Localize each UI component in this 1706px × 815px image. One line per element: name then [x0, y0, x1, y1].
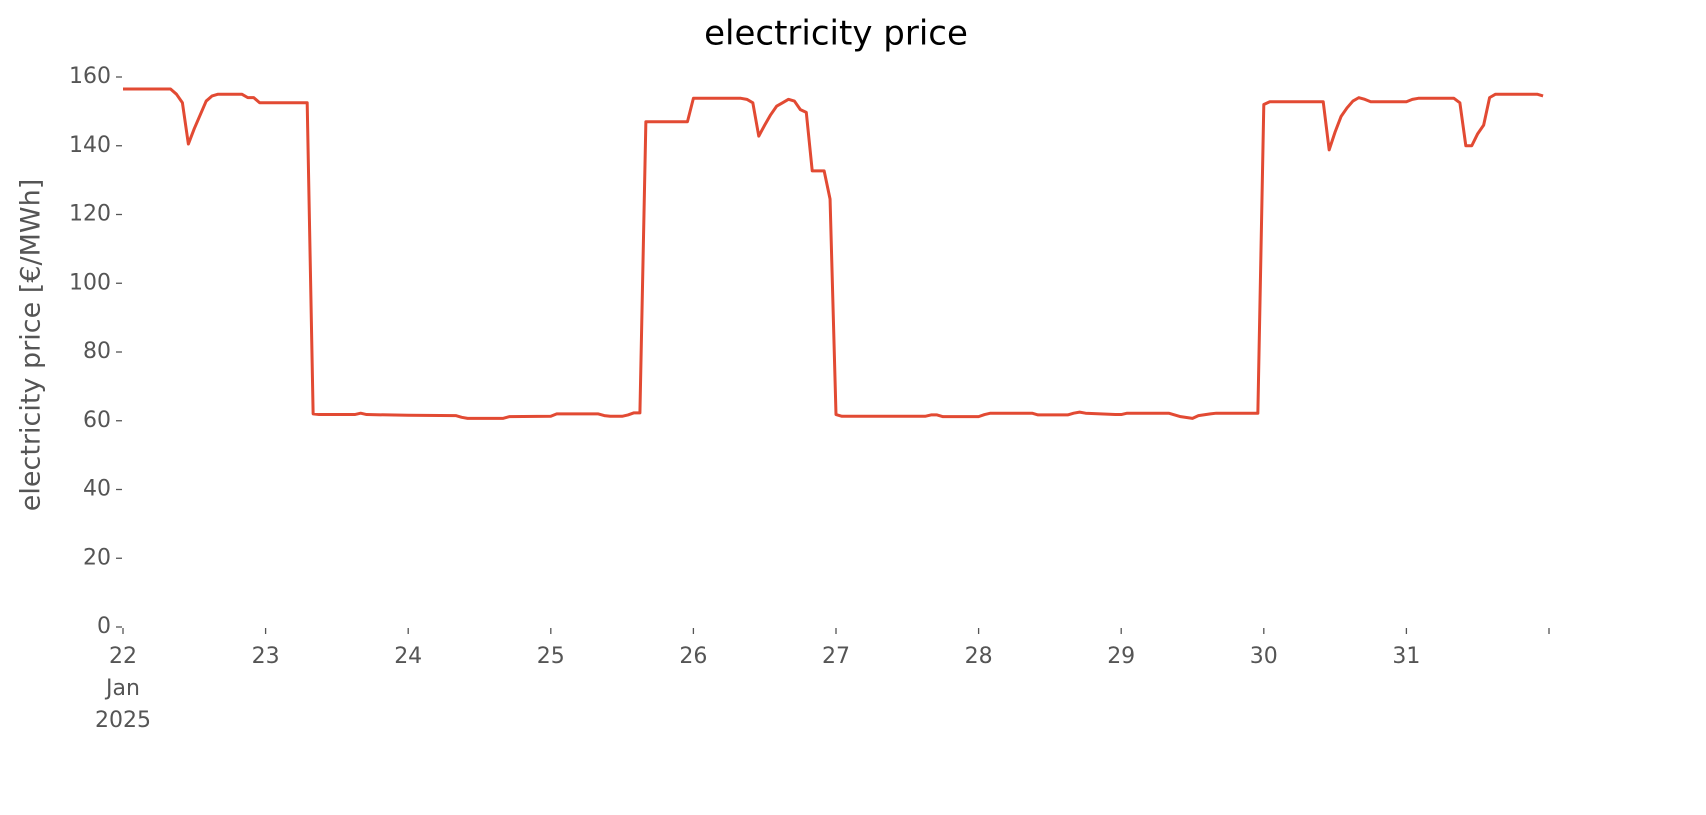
y-axis-label: electricity price [€/MWh] — [16, 179, 47, 511]
x-tick-label: 29 — [1107, 644, 1135, 669]
y-tick-label: 40 — [83, 477, 111, 502]
y-tick-label: 140 — [69, 133, 111, 158]
x-tick-label: 30 — [1250, 644, 1278, 669]
y-tick-label: 0 — [97, 614, 111, 639]
x-tick-label: 25 — [537, 644, 565, 669]
y-tick-label: 100 — [69, 270, 111, 295]
x-tick-label: 24 — [394, 644, 422, 669]
data-line — [123, 87, 1544, 420]
x-tick-label: 23 — [252, 644, 280, 669]
y-tick-label: 160 — [69, 64, 111, 89]
x-tick-label: 31 — [1392, 644, 1420, 669]
x-tick-label: 27 — [822, 644, 850, 669]
x-tick-label: 26 — [679, 644, 707, 669]
y-tick-label: 60 — [83, 408, 111, 433]
chart-title: electricity price — [704, 14, 968, 54]
x-tick-label: 22 Jan 2025 — [95, 644, 151, 733]
y-tick-label: 80 — [83, 339, 111, 364]
x-tick-label: 28 — [965, 644, 993, 669]
y-tick-label: 120 — [69, 202, 111, 227]
y-tick-label: 20 — [83, 545, 111, 570]
